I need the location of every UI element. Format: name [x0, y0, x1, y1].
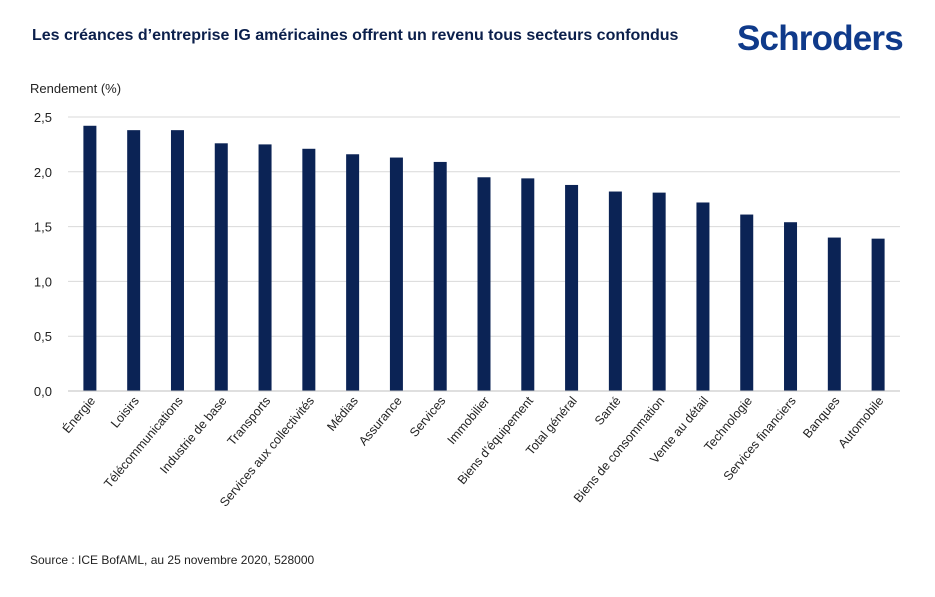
y-tick-label: 2,5: [34, 110, 52, 125]
bar-10: [477, 177, 491, 391]
bar-15: [696, 202, 710, 391]
y-tick-label: 1,5: [34, 220, 52, 235]
bar-4: [214, 143, 228, 391]
bar-7: [346, 154, 360, 391]
y-tick-label: 2,0: [34, 165, 52, 180]
category-label: Services aux collectivités: [217, 394, 317, 509]
category-label: Loisirs: [108, 394, 142, 431]
bar-14: [652, 192, 666, 391]
category-label: Télécommunications: [101, 394, 185, 491]
y-axis-label: Rendement (%): [30, 81, 122, 96]
category-label: Transports: [225, 394, 274, 448]
bar-17: [784, 222, 798, 391]
category-label: Immobilier: [445, 394, 493, 447]
category-label: Santé: [592, 394, 624, 428]
y-tick-label: 1,0: [34, 274, 52, 289]
bars: [83, 125, 885, 392]
y-tick-label: 0,0: [34, 384, 52, 399]
bar-8: [389, 157, 403, 391]
bar-18: [827, 237, 841, 391]
bar-6: [302, 148, 316, 391]
bar-9: [433, 161, 447, 391]
bar-5: [258, 144, 272, 391]
category-label: Banques: [800, 394, 842, 441]
chart-title: Les créances d’entreprise IG américaines…: [32, 27, 679, 44]
source-note: Source : ICE BofAML, au 25 novembre 2020…: [30, 553, 315, 567]
category-labels: Énergie LoisirsTélécommunicationsIndustri…: [59, 393, 886, 509]
bar-2: [127, 130, 141, 392]
y-tick-label: 0,5: [34, 329, 52, 344]
bar-11: [521, 178, 535, 391]
bar-16: [740, 214, 754, 391]
category-label: Médias: [324, 394, 361, 434]
bar-1: [83, 125, 97, 391]
y-tick-labels: 0,0 0,5 1,0 1,5 2,0 2,5: [34, 110, 52, 399]
category-label: Énergie: [59, 393, 98, 436]
bar-12: [565, 184, 579, 391]
category-label: Services: [407, 394, 449, 440]
category-label: Automobile: [835, 394, 886, 451]
category-label: Biens d’équipement: [455, 394, 537, 488]
bar-13: [608, 191, 622, 391]
bar-19: [871, 238, 885, 391]
schroders-logo: Schroders: [737, 19, 904, 58]
category-label: Assurance: [356, 394, 405, 448]
bar-3: [170, 130, 184, 392]
